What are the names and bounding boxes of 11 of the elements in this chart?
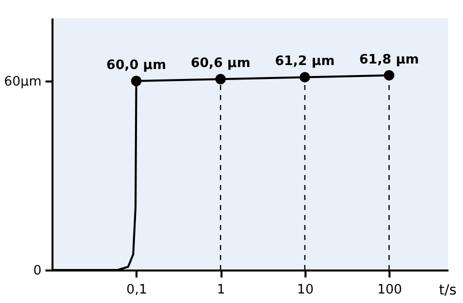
data-label: 61,8 µm (359, 52, 419, 68)
data-label: 60,0 µm (106, 58, 166, 73)
x-tick-label: 0,1 (126, 282, 148, 298)
data-label: 60,6 µm (190, 56, 250, 72)
x-tick-label: 1 (216, 282, 226, 298)
y-tick-label: 60µm (4, 74, 42, 90)
data-label: 61,2 µm (274, 54, 335, 70)
x-tick-label: 10 (297, 282, 314, 298)
x-tick-label: 100 (377, 282, 402, 298)
x-axis-title: t/s (439, 282, 456, 298)
y-tick-label: 0 (33, 264, 42, 278)
